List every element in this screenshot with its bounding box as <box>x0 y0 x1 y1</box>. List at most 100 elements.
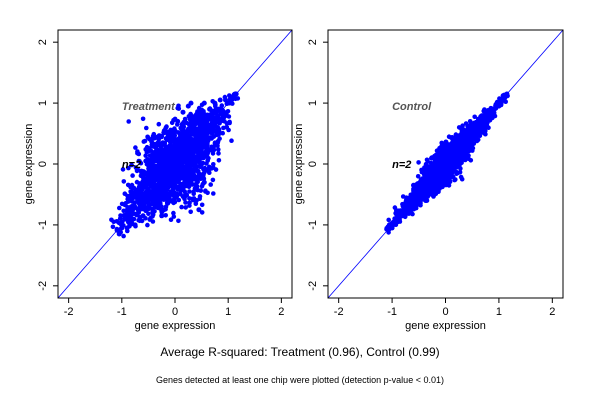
data-point <box>189 114 195 119</box>
data-point <box>175 138 180 144</box>
data-point <box>164 157 170 163</box>
data-point <box>179 204 184 210</box>
data-point <box>136 208 141 214</box>
data-point <box>211 191 216 196</box>
data-point <box>110 224 116 230</box>
data-point <box>199 147 204 153</box>
data-point <box>134 212 139 218</box>
data-point <box>432 179 438 185</box>
data-point <box>134 168 140 174</box>
data-point <box>448 173 454 179</box>
data-point <box>216 147 221 152</box>
data-point <box>425 164 431 169</box>
data-point <box>163 213 168 218</box>
data-point <box>455 170 461 176</box>
data-point <box>188 157 193 162</box>
data-point <box>400 213 406 219</box>
data-point <box>469 135 475 141</box>
data-point <box>451 149 456 155</box>
data-point <box>141 139 147 144</box>
data-point <box>122 191 128 196</box>
panel-left-y-tick-label: 0 <box>37 161 49 167</box>
data-point <box>480 123 486 129</box>
data-point <box>453 137 459 143</box>
data-point <box>170 169 176 175</box>
data-point <box>169 120 175 126</box>
data-point <box>389 225 395 231</box>
data-point <box>156 164 162 169</box>
data-point <box>210 151 216 156</box>
data-point <box>461 137 467 143</box>
data-point <box>205 154 210 160</box>
data-point <box>437 173 443 179</box>
data-point <box>186 178 191 184</box>
data-point <box>167 164 172 170</box>
data-point <box>133 145 138 150</box>
data-point <box>400 194 406 199</box>
data-point <box>183 200 188 205</box>
data-point <box>200 151 206 157</box>
data-point <box>143 179 149 185</box>
data-point <box>160 166 166 172</box>
panel-right-y-tick-label: -2 <box>307 281 319 291</box>
data-point <box>424 198 430 203</box>
data-point <box>171 210 176 216</box>
data-point <box>187 189 192 194</box>
data-point <box>189 141 195 146</box>
data-point <box>181 119 186 125</box>
panel-left-x-tick-label: 1 <box>225 306 231 318</box>
data-point <box>137 217 143 223</box>
data-point <box>181 182 186 188</box>
data-point <box>126 165 131 171</box>
data-point <box>136 151 142 157</box>
data-point <box>199 155 205 161</box>
panel-left-y-axis-label: gene expression <box>23 124 35 205</box>
data-point <box>220 112 226 118</box>
data-point <box>449 141 455 146</box>
data-point <box>433 159 438 164</box>
panel-left-y-tick-label: 1 <box>37 100 49 106</box>
panel-right-point-cloud <box>384 91 510 235</box>
data-point <box>443 171 448 177</box>
data-point <box>118 213 123 218</box>
caption-r-squared: Average R-squared: Treatment (0.96), Con… <box>160 345 440 359</box>
data-point <box>201 112 206 118</box>
data-point <box>192 166 198 171</box>
data-point <box>167 179 173 185</box>
data-point <box>128 219 134 225</box>
data-point <box>224 113 230 118</box>
data-point <box>201 135 207 141</box>
data-point <box>416 160 421 165</box>
data-point <box>161 207 167 213</box>
data-point <box>133 187 139 193</box>
data-point <box>472 114 478 120</box>
data-point <box>152 167 158 173</box>
data-point <box>146 166 152 172</box>
data-point <box>464 143 470 149</box>
data-point <box>203 189 208 194</box>
data-point <box>216 158 222 163</box>
data-point <box>221 125 226 131</box>
panel-right-x-tick-label: 2 <box>549 306 555 318</box>
data-point <box>392 205 398 210</box>
data-point <box>146 197 152 202</box>
data-point <box>209 131 215 136</box>
data-point <box>171 176 176 182</box>
data-point <box>429 155 434 161</box>
data-point <box>224 121 230 126</box>
data-point <box>467 131 472 136</box>
panel-right-x-tick-label: 1 <box>496 306 502 318</box>
data-point <box>427 185 432 191</box>
data-point <box>176 218 181 224</box>
data-point <box>178 141 184 146</box>
data-point <box>204 148 210 153</box>
data-point <box>408 198 414 203</box>
data-point <box>122 216 127 222</box>
data-point <box>187 196 192 201</box>
data-point <box>199 139 205 145</box>
data-point <box>421 192 427 197</box>
data-point <box>143 190 149 195</box>
data-point <box>191 125 197 130</box>
data-point <box>461 132 466 137</box>
panel-left-x-tick-label: -2 <box>64 306 74 318</box>
